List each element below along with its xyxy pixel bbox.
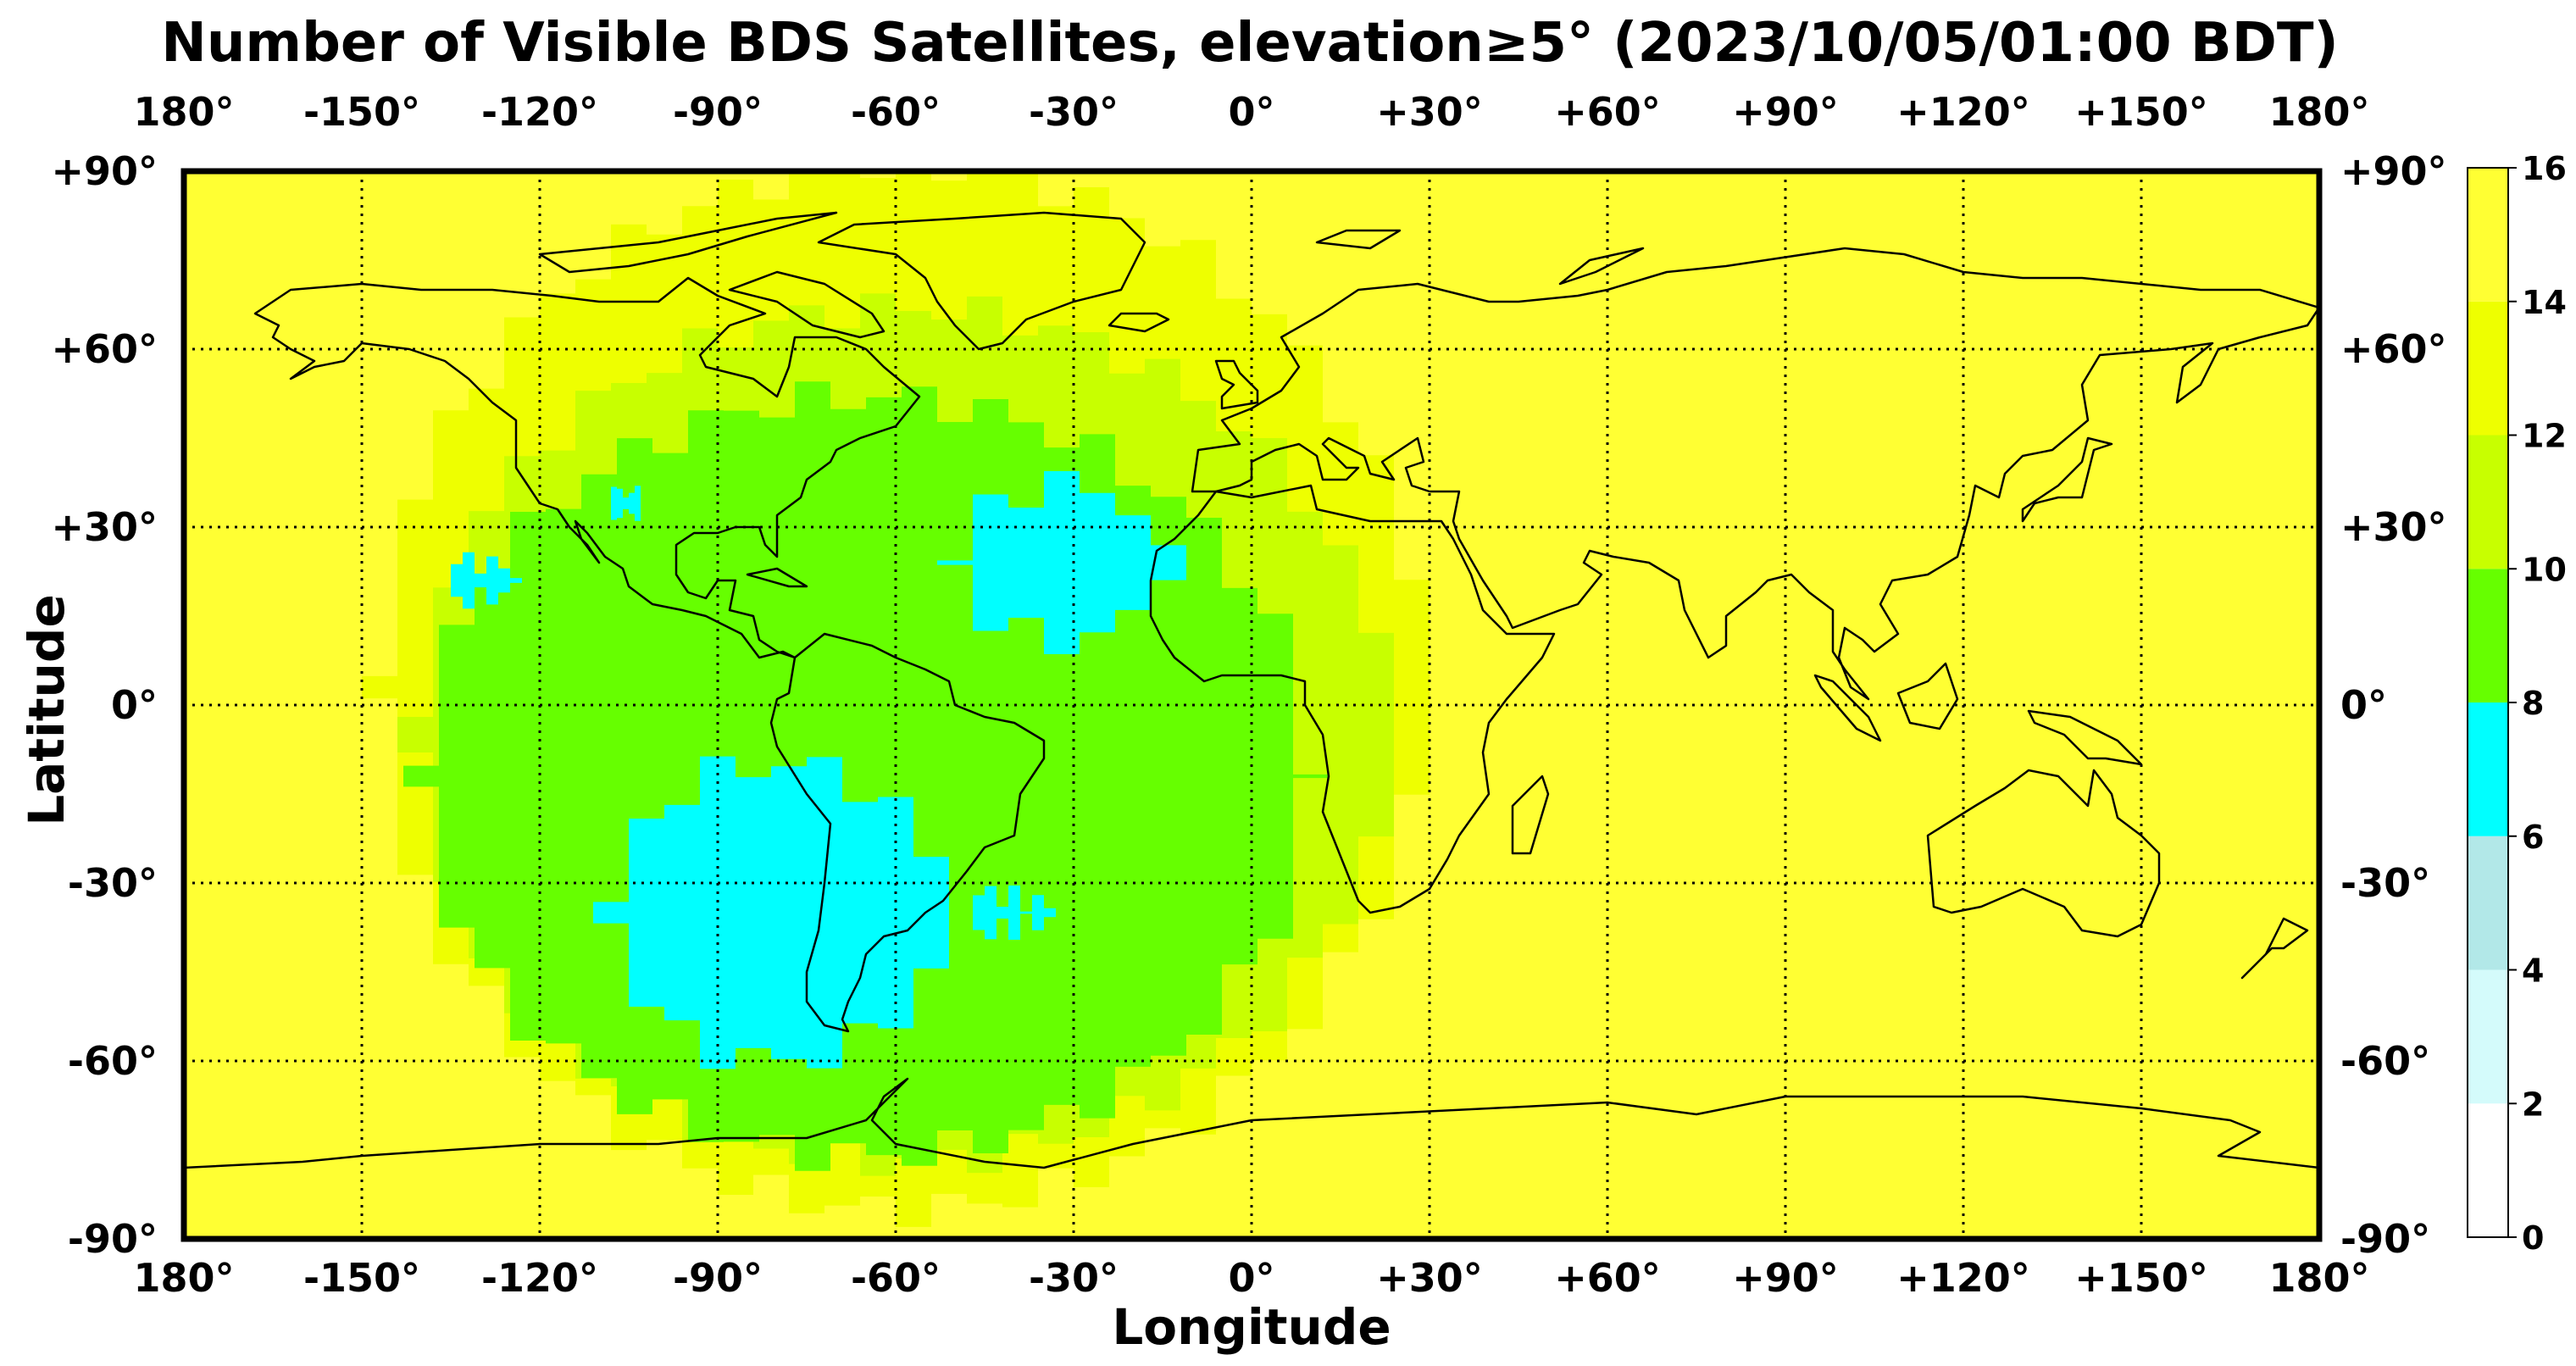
x-tick-label-bottom: 180° — [2268, 1255, 2369, 1301]
coastline-north-america — [253, 276, 921, 659]
x-tick-label-top: +60° — [1554, 89, 1661, 135]
coastline-australia — [1926, 769, 2161, 938]
colorbar-bin — [2468, 969, 2508, 1104]
x-tick-label-top: +150° — [2074, 89, 2208, 135]
y-tick-label-right: -60° — [2340, 1038, 2430, 1084]
colorbar-tick-label: 10 — [2522, 551, 2567, 588]
coastline-arctic-islands — [538, 211, 838, 274]
field-band-6-8-south-atlantic — [973, 886, 1056, 940]
field-band-6-8-mexico — [611, 486, 641, 521]
coastline-sumatra — [1813, 674, 1882, 742]
field-band-6-8-atlantic — [937, 471, 1186, 654]
coastline-japan — [2021, 436, 2113, 523]
colorbar-tick-label: 6 — [2522, 819, 2544, 856]
y-tick-label-right: -30° — [2340, 860, 2430, 906]
x-axis-label: Longitude — [1112, 1298, 1391, 1356]
x-tick-label-top: +120° — [1896, 89, 2030, 135]
y-tick-label-left: -30° — [68, 860, 158, 906]
x-tick-label-bottom: +90° — [1732, 1255, 1839, 1301]
coastline-borneo — [1896, 662, 1959, 730]
colorbar-tick-label: 4 — [2522, 952, 2544, 990]
x-tick-label-bottom: +60° — [1554, 1255, 1661, 1301]
colorbar-bin — [2468, 702, 2508, 836]
x-tick-label-top: -150° — [303, 89, 420, 135]
y-tick-label-left: -90° — [68, 1216, 158, 1262]
x-tick-label-top: -120° — [481, 89, 598, 135]
visibility-field — [184, 171, 2319, 1239]
colorbar-tick-label: 0 — [2522, 1219, 2544, 1257]
coastline-madagascar — [1511, 775, 1550, 855]
field-band-6-8-pacific — [451, 552, 522, 609]
x-tick-label-bottom: -90° — [673, 1255, 763, 1301]
coastline-baffin — [728, 270, 886, 339]
y-tick-label-right: +30° — [2340, 504, 2447, 550]
y-tick-label-right: +60° — [2340, 326, 2447, 372]
y-tick-label-left: -60° — [68, 1038, 158, 1084]
x-tick-label-bottom: -60° — [851, 1255, 941, 1301]
coastline-africa — [1149, 484, 1556, 914]
colorbar-bin — [2468, 569, 2508, 702]
coastlines — [184, 211, 2319, 1169]
y-tick-label-right: 0° — [2340, 682, 2387, 728]
coastline-iceland — [1108, 312, 1170, 333]
coastline-south-america — [769, 632, 1046, 1033]
x-tick-label-top: 180° — [2268, 89, 2369, 135]
x-tick-label-bottom: 180° — [133, 1255, 234, 1301]
y-tick-label-left: 0° — [111, 682, 158, 728]
x-tick-label-bottom: +120° — [1896, 1255, 2030, 1301]
coastline-uk — [1214, 359, 1259, 410]
x-tick-label-bottom: +150° — [2074, 1255, 2208, 1301]
colorbar-bin — [2468, 435, 2508, 569]
y-tick-label-right: -90° — [2340, 1216, 2430, 1262]
colorbar-tick-label: 14 — [2522, 284, 2567, 321]
coastline-novaya-zemlya — [1558, 247, 1645, 286]
x-tick-label-top: +30° — [1376, 89, 1483, 135]
coastline-greenland — [817, 211, 1146, 351]
longitude-tick-labels: 180° 180° -150° -150° -120° -120° -90° -90° -60°… — [133, 89, 2369, 1301]
coastline-europe-asia — [1191, 247, 2319, 701]
plot-frame — [180, 168, 2323, 1242]
x-tick-label-bottom: 0° — [1228, 1255, 1274, 1301]
y-axis-label: Latitude — [18, 594, 75, 826]
coastline-new-guinea — [2027, 709, 2143, 766]
colorbar-tick-label: 8 — [2522, 685, 2544, 722]
colorbar-bin — [2468, 836, 2508, 970]
x-tick-label-top: -60° — [851, 89, 941, 135]
graticule — [184, 171, 2319, 1239]
colorbar-bin — [2468, 168, 2508, 302]
x-tick-label-top: 0° — [1228, 89, 1274, 135]
chart-title: Number of Visible BDS Satellites, elevat… — [161, 12, 2339, 75]
y-tick-label-left: +60° — [51, 326, 158, 372]
latitude-tick-labels: +90° +90° +60° +60° +30° +30° 0° 0° -30° -30° -60°… — [51, 148, 2446, 1262]
colorbar-tick-label: 2 — [2522, 1086, 2544, 1123]
x-tick-label-top: +90° — [1732, 89, 1839, 135]
y-tick-label-right: +90° — [2340, 148, 2447, 194]
colorbar: 0 2 4 6 8 10 12 14 16 — [2467, 150, 2567, 1257]
coastline-new-zealand — [2240, 917, 2309, 980]
x-tick-label-bottom: -30° — [1029, 1255, 1119, 1301]
x-tick-label-top: -30° — [1029, 89, 1119, 135]
x-tick-label-bottom: -150° — [303, 1255, 420, 1301]
colorbar-tick-label: 12 — [2522, 418, 2567, 455]
x-tick-label-top: 180° — [133, 89, 234, 135]
x-tick-label-bottom: +30° — [1376, 1255, 1483, 1301]
x-tick-label-bottom: -120° — [481, 1255, 598, 1301]
y-tick-label-left: +30° — [51, 504, 158, 550]
x-tick-label-top: -90° — [673, 89, 763, 135]
coastline-antarctica — [184, 1077, 2319, 1169]
colorbar-bin — [2468, 301, 2508, 436]
y-tick-label-left: +90° — [51, 148, 158, 194]
colorbar-bin — [2468, 1103, 2508, 1237]
coastline-svalbard — [1315, 229, 1402, 250]
coastline-cuba — [746, 567, 808, 588]
colorbar-tick-label: 16 — [2522, 150, 2567, 187]
field-band-6-8-south-america — [593, 756, 949, 1069]
